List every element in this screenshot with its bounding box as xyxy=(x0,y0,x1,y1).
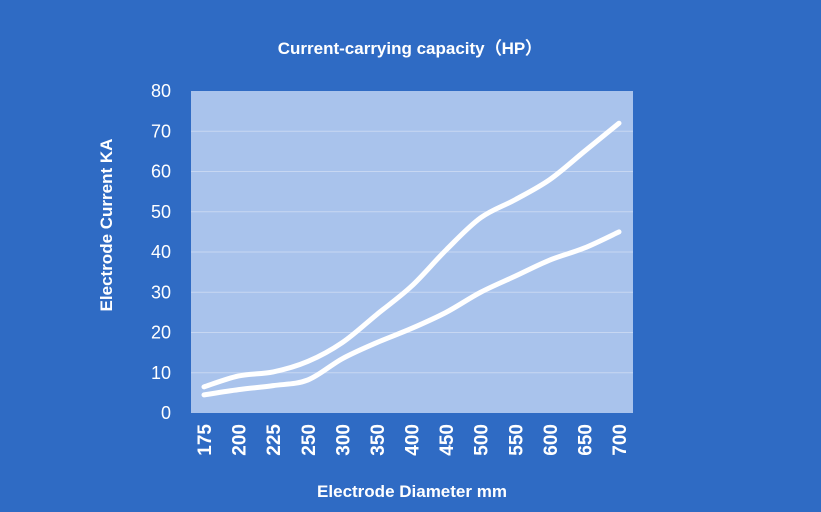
y-tick-label: 70 xyxy=(151,121,171,141)
y-tick-label: 0 xyxy=(161,403,171,423)
series-line-2 xyxy=(201,229,622,398)
x-tick-label: 200 xyxy=(230,424,251,456)
x-tick-label: 175 xyxy=(195,424,216,456)
y-tick-labels: 0 10 20 30 40 50 60 70 80 xyxy=(151,81,171,423)
x-tick-label: 650 xyxy=(575,424,596,456)
y-tick-label: 80 xyxy=(151,81,171,101)
x-tick-label: 450 xyxy=(437,424,458,456)
chart-title: Current-carrying capacity（HP） xyxy=(278,38,543,58)
y-tick-label: 40 xyxy=(151,242,171,262)
y-tick-label: 30 xyxy=(151,282,171,302)
x-axis-title: Electrode Diameter mm xyxy=(317,482,507,501)
y-tick-label: 60 xyxy=(151,162,171,182)
y-tick-label: 50 xyxy=(151,202,171,222)
x-tick-label: 300 xyxy=(333,424,354,456)
x-tick-label: 550 xyxy=(506,424,527,456)
series-lines xyxy=(201,120,622,398)
x-tick-labels: 175 200 225 250 300 350 400 450 500 550 600 650 700 xyxy=(195,424,631,456)
x-tick-label: 600 xyxy=(541,424,562,456)
x-tick-label: 400 xyxy=(403,424,424,456)
x-tick-label: 250 xyxy=(299,424,320,456)
x-tick-label: 350 xyxy=(368,424,389,456)
x-tick-label: 700 xyxy=(610,424,631,456)
x-tick-label: 225 xyxy=(264,424,285,456)
y-tick-label: 20 xyxy=(151,323,171,343)
y-axis-title: Electrode Current KA xyxy=(97,139,116,312)
series-line-1 xyxy=(201,120,622,390)
x-tick-label: 500 xyxy=(472,424,493,456)
y-tick-label: 10 xyxy=(151,363,171,383)
